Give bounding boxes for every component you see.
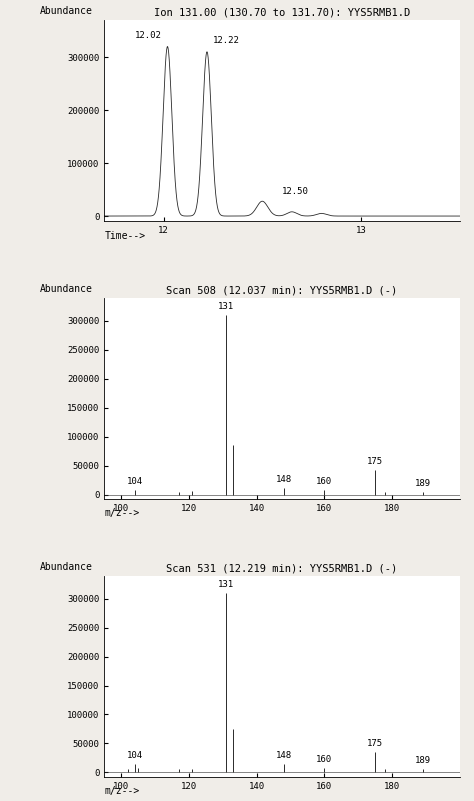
Y-axis label: Abundance: Abundance (40, 562, 93, 572)
Text: 12.02: 12.02 (135, 31, 162, 40)
Text: 148: 148 (276, 751, 292, 760)
Text: 175: 175 (367, 457, 383, 466)
Y-axis label: Abundance: Abundance (40, 6, 93, 16)
Text: 160: 160 (316, 477, 332, 486)
Text: Time-->: Time--> (104, 231, 146, 241)
Text: 104: 104 (127, 477, 143, 486)
Text: 131: 131 (218, 580, 234, 589)
Text: 12.22: 12.22 (213, 37, 240, 46)
Text: 12.50: 12.50 (282, 187, 309, 196)
Text: m/z-->: m/z--> (104, 508, 139, 517)
Title: Ion 131.00 (130.70 to 131.70): YYS5RMB1.D: Ion 131.00 (130.70 to 131.70): YYS5RMB1.… (154, 8, 410, 18)
Text: 131: 131 (218, 302, 234, 311)
Text: 104: 104 (127, 751, 143, 760)
Text: 189: 189 (414, 478, 430, 488)
Y-axis label: Abundance: Abundance (40, 284, 93, 294)
Title: Scan 531 (12.219 min): YYS5RMB1.D (-): Scan 531 (12.219 min): YYS5RMB1.D (-) (166, 563, 398, 574)
Title: Scan 508 (12.037 min): YYS5RMB1.D (-): Scan 508 (12.037 min): YYS5RMB1.D (-) (166, 286, 398, 296)
Text: 175: 175 (367, 739, 383, 748)
Text: 189: 189 (414, 756, 430, 766)
Text: 148: 148 (276, 474, 292, 484)
Text: m/z-->: m/z--> (104, 786, 139, 795)
Text: 160: 160 (316, 755, 332, 763)
